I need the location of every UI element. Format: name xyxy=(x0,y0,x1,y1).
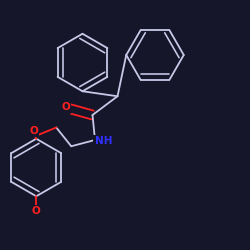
Text: NH: NH xyxy=(94,136,112,146)
Text: O: O xyxy=(30,126,38,136)
Text: O: O xyxy=(32,206,40,216)
Text: O: O xyxy=(61,102,70,113)
